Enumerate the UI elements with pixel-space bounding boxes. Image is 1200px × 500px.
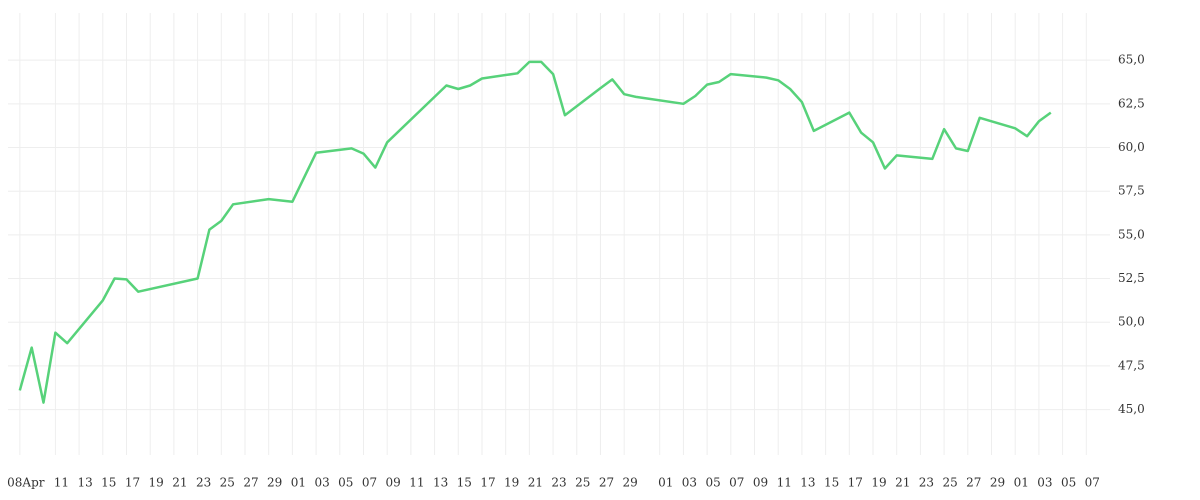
x-tick-label: 13	[800, 476, 815, 490]
y-tick-label: 55,0	[1118, 227, 1145, 241]
x-tick-label: 29	[990, 476, 1005, 490]
x-tick-label: 15	[457, 476, 472, 490]
x-tick-label: 21	[528, 476, 543, 490]
x-tick-label: 07	[729, 476, 744, 490]
x-tick-label: 29	[623, 476, 638, 490]
x-tick-label: 05	[1061, 476, 1076, 490]
x-tick-label: 23	[551, 476, 566, 490]
x-tick-label: 25	[575, 476, 590, 490]
line	[18, 60, 1052, 404]
x-tick-label: 01	[658, 476, 673, 490]
x-tick-label: 15	[824, 476, 839, 490]
y-tick-label: 57,5	[1118, 184, 1145, 198]
x-tick-label: 23	[919, 476, 934, 490]
x-tick-label: 13	[433, 476, 448, 490]
x-tick-label: 09	[753, 476, 768, 490]
y-tick-label: 52,5	[1118, 271, 1145, 285]
x-tick-label: 05	[705, 476, 720, 490]
y-tick-label: 50,0	[1118, 315, 1145, 329]
y-tick-label: 65,0	[1118, 53, 1145, 67]
x-tick-label: 09	[386, 476, 401, 490]
x-tick-label: 19	[149, 476, 164, 490]
x-tick-label: 19	[871, 476, 886, 490]
x-tick-label: 17	[848, 476, 863, 490]
x-tick-label: 21	[895, 476, 910, 490]
y-tick-label: 47,5	[1118, 358, 1145, 372]
x-tick-label: 17	[125, 476, 140, 490]
x-tick-label: 03	[682, 476, 697, 490]
x-tick-label: 23	[196, 476, 211, 490]
y-tick-label: 62,5	[1118, 96, 1145, 110]
x-tick-label: 07	[1085, 476, 1100, 490]
x-tick-label: 01	[291, 476, 306, 490]
x-tick-label: 08Apr	[7, 476, 45, 490]
x-tick-label: 21	[172, 476, 187, 490]
x-tick-label: 19	[504, 476, 519, 490]
x-tick-label: 03	[314, 476, 329, 490]
x-tick-label: 11	[54, 476, 69, 490]
x-tick-label: 29	[267, 476, 282, 490]
x-tick-label: 15	[101, 476, 116, 490]
x-tick-label: 07	[362, 476, 377, 490]
x-tick-label: 27	[966, 476, 981, 490]
x-tick-label: 27	[599, 476, 614, 490]
y-tick-label: 45,0	[1118, 402, 1145, 416]
x-tick-label: 05	[338, 476, 353, 490]
x-tick-label: 27	[243, 476, 258, 490]
x-tick-label: 03	[1037, 476, 1052, 490]
x-tick-label: 13	[77, 476, 92, 490]
x-tick-label: 01	[1014, 476, 1029, 490]
x-tick-label: 11	[777, 476, 792, 490]
x-tick-label: 25	[942, 476, 957, 490]
x-tick-label: 11	[409, 476, 424, 490]
y-tick-label: 60,0	[1118, 140, 1145, 154]
x-tick-label: 17	[480, 476, 495, 490]
x-tick-label: 25	[220, 476, 235, 490]
